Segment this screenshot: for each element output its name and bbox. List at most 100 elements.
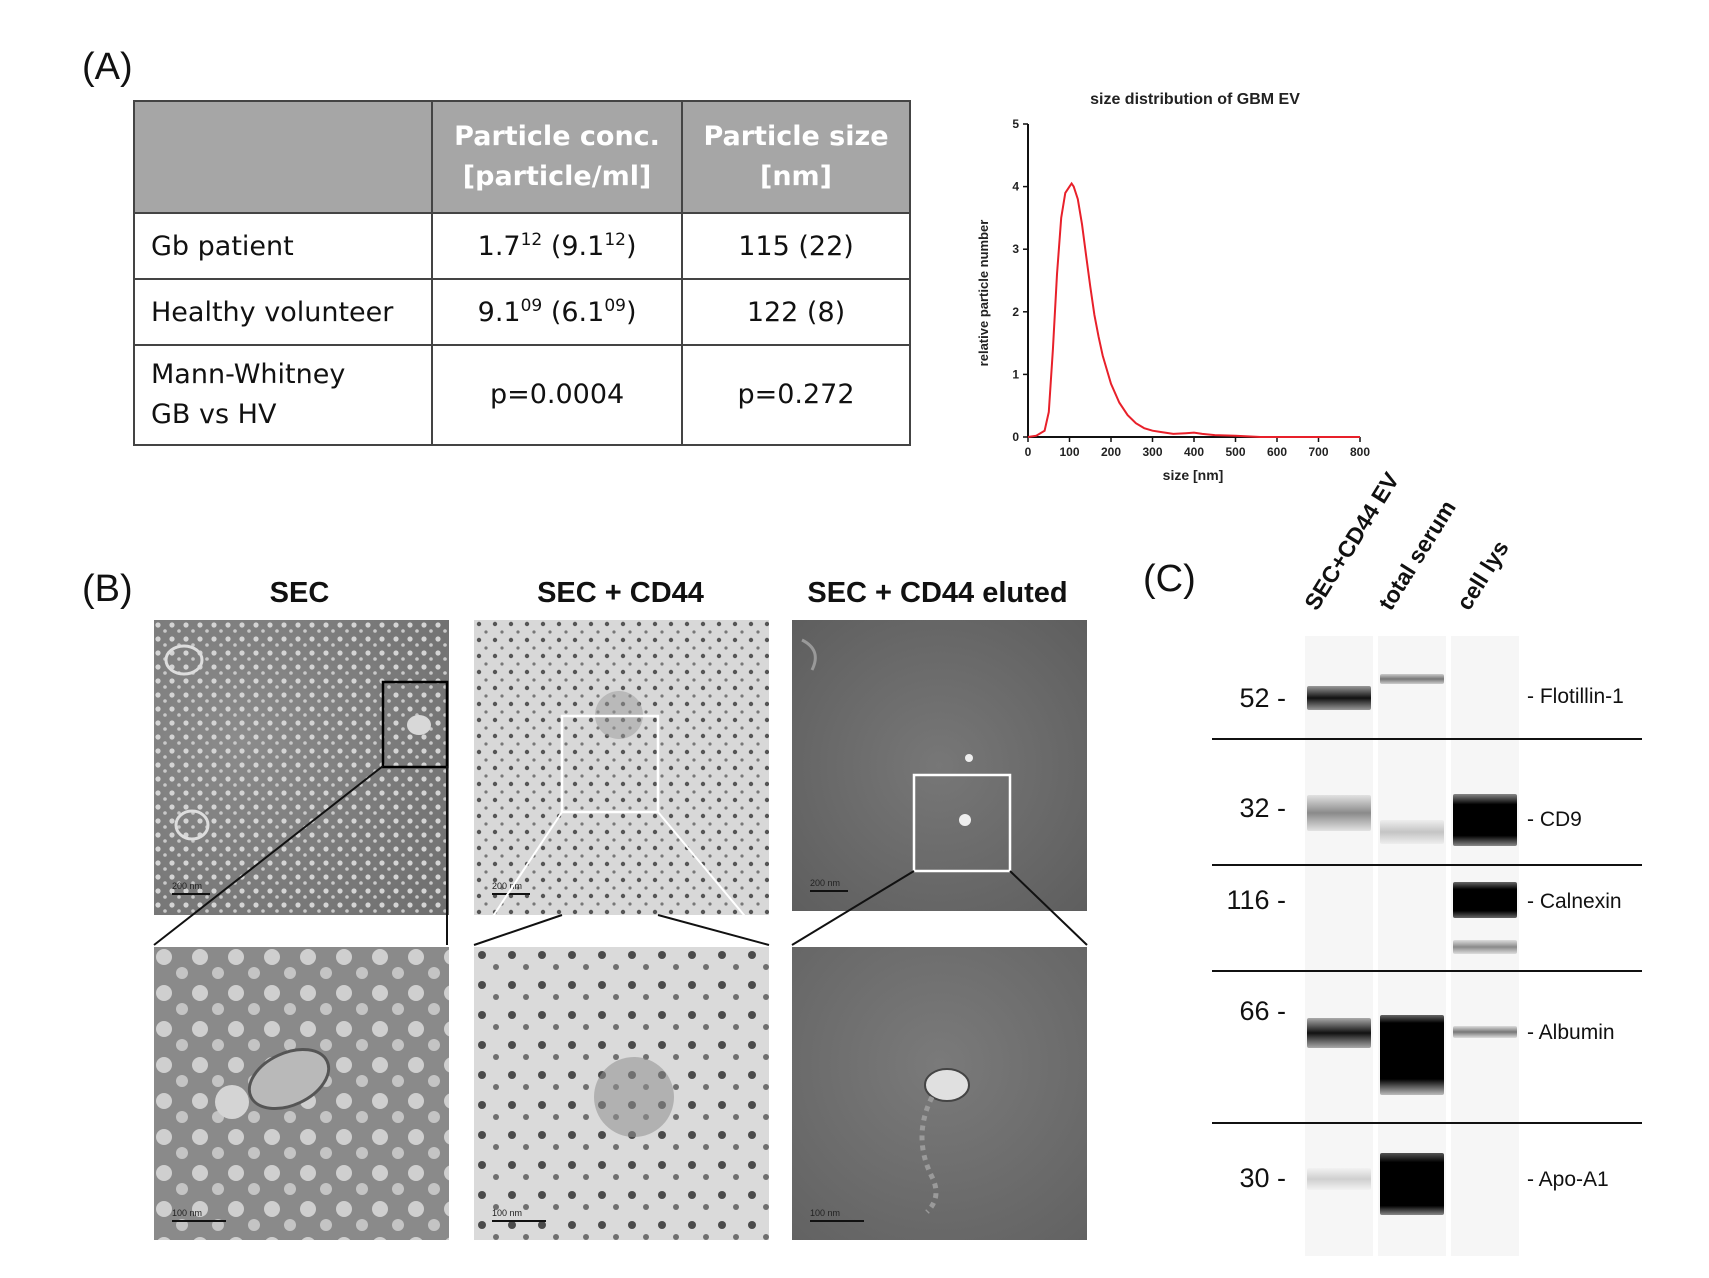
- chart-title: size distribution of GBM EV: [1090, 91, 1300, 108]
- band-albumin-ev: [1307, 1018, 1371, 1048]
- tem-title-sec-cd44-eluted: SEC + CD44 eluted: [807, 577, 1068, 609]
- x-tick-label: 500: [1225, 445, 1245, 459]
- blot-separator: [1212, 1122, 1642, 1124]
- tem-eluted-overview-particles: [801, 638, 1012, 873]
- scale-bar: [810, 1220, 864, 1222]
- table-header-size: Particle size [nm]: [681, 100, 911, 214]
- size-distribution-chart: size distribution of GBM EV relative par…: [976, 91, 1370, 483]
- table-header-conc: Particle conc. [particle/ml]: [431, 100, 684, 214]
- band-apoa1-ev: [1307, 1168, 1371, 1190]
- particle-table: Particle conc. [particle/ml] Particle si…: [132, 100, 911, 446]
- protein-label: - CD9: [1527, 808, 1582, 831]
- x-tick-label: 800: [1350, 445, 1370, 459]
- conc-paren-exp: 09: [604, 296, 626, 316]
- lane-label-lysate: cell lys: [1451, 535, 1514, 615]
- scale-label: 100 nm: [172, 1208, 203, 1218]
- scale-label: 200 nm: [172, 881, 203, 891]
- blot-separator: [1212, 738, 1642, 740]
- test-line1: Mann-Whitney: [151, 359, 346, 390]
- protein-label: - Apo-A1: [1527, 1168, 1609, 1191]
- scale-bar: [172, 1220, 226, 1222]
- panel-label-b: (B): [82, 568, 133, 610]
- x-tick-label: 300: [1142, 445, 1162, 459]
- scale-label: 200 nm: [810, 878, 841, 888]
- lane-label-serum: total serum: [1373, 495, 1461, 615]
- header-conc-line1: Particle conc.: [454, 121, 660, 152]
- mw-marker: 32 -: [1239, 793, 1286, 823]
- tem-sec-cd44-zoom-particles: [474, 947, 769, 1240]
- mw-marker: 30 -: [1239, 1163, 1286, 1193]
- tem-sec-cd44-eluted-zoom: 100 nm: [792, 947, 1087, 1240]
- y-tick-label: 4: [1012, 180, 1019, 194]
- cell-conc-p: p=0.0004: [431, 344, 684, 446]
- table-row: Mann-Whitney GB vs HV p=0.0004 p=0.272: [132, 344, 911, 446]
- tem-title-sec: SEC: [269, 577, 330, 609]
- scale-label: 100 nm: [810, 1208, 841, 1218]
- conc-paren-base: 6.1: [561, 297, 605, 328]
- cell-conc-hv: 9.109 (6.109): [431, 278, 684, 346]
- tem-title-sec-cd44: SEC + CD44: [537, 577, 704, 609]
- tem-sec-zoom: 100 nm: [154, 947, 449, 1240]
- x-tick-label: 100: [1059, 445, 1079, 459]
- scale-bar: [492, 893, 530, 895]
- scale-label: 100 nm: [492, 1208, 523, 1218]
- cell-size-p: p=0.272: [681, 344, 911, 446]
- header-size-line1: Particle size: [703, 121, 889, 152]
- header-conc-line2: [particle/ml]: [462, 161, 652, 192]
- scale-bar: [172, 893, 210, 895]
- cell-size-hv: 122 (8): [681, 278, 911, 346]
- band-calnexin-lysate-lower: [1453, 940, 1517, 954]
- y-tick-label: 5: [1012, 117, 1019, 131]
- protein-label: - Albumin: [1527, 1021, 1615, 1044]
- y-tick-label: 2: [1012, 305, 1019, 319]
- panel-label-c: (C): [1143, 558, 1196, 600]
- x-tick-label: 700: [1308, 445, 1328, 459]
- conc-base: 1.7: [477, 231, 521, 262]
- header-size-line2: [nm]: [759, 161, 833, 192]
- protein-label: - Flotillin-1: [1527, 685, 1624, 708]
- cell-size-gb: 115 (22): [681, 212, 911, 280]
- y-tick-label: 1: [1012, 367, 1019, 381]
- tem-sec-zoom-particles: [154, 947, 449, 1240]
- conc-paren-exp: 12: [604, 230, 626, 250]
- row-label-test: Mann-Whitney GB vs HV: [132, 344, 434, 446]
- band-cd9-lysate: [1453, 794, 1517, 846]
- table-header-empty: [132, 100, 434, 214]
- band-apoa1-serum: [1380, 1153, 1444, 1215]
- chart-ylabel: relative particle number: [976, 220, 991, 367]
- scale-bar: [492, 1220, 546, 1222]
- cell-conc-gb: 1.712 (9.112): [431, 212, 684, 280]
- x-tick-label: 600: [1267, 445, 1287, 459]
- lane-ev: [1305, 636, 1373, 1256]
- tem-sec-overview-particles: [154, 620, 449, 915]
- tem-sec-overview: 200 nm: [154, 620, 449, 915]
- row-label-gb: Gb patient: [132, 212, 434, 280]
- conc-base: 9.1: [477, 297, 521, 328]
- tem-eluted-zoom-particles: [919, 1068, 970, 1214]
- mw-marker: 116 -: [1226, 885, 1286, 915]
- band-cd9-serum: [1380, 820, 1444, 844]
- band-flotillin-ev: [1307, 686, 1371, 710]
- x-tick-label: 200: [1101, 445, 1121, 459]
- row-label-hv: Healthy volunteer: [132, 278, 434, 346]
- blot-separator: [1212, 970, 1642, 972]
- x-tick-label: 0: [1025, 445, 1032, 459]
- table-header-row: Particle conc. [particle/ml] Particle si…: [132, 100, 911, 214]
- conc-paren-base: 9.1: [561, 231, 605, 262]
- table-row: Gb patient 1.712 (9.112) 115 (22): [132, 212, 911, 280]
- band-albumin-lysate: [1453, 1026, 1517, 1038]
- conc-exp: 12: [520, 230, 543, 250]
- mw-marker: 66 -: [1239, 996, 1286, 1026]
- y-tick-label: 0: [1012, 430, 1019, 444]
- tem-sec-cd44-zoom: 100 nm: [474, 947, 769, 1240]
- test-line2: GB vs HV: [151, 399, 277, 430]
- scale-label: 200 nm: [492, 881, 523, 891]
- band-cd9-ev: [1307, 795, 1371, 831]
- conc-exp: 09: [520, 296, 543, 316]
- tem-sec-cd44-overview-particles: [474, 620, 769, 915]
- protein-label: - Calnexin: [1527, 890, 1622, 913]
- scale-bar: [810, 890, 848, 892]
- chart-xlabel: size [nm]: [1163, 467, 1224, 483]
- x-tick-label: 400: [1184, 445, 1204, 459]
- panel-label-a: (A): [82, 46, 133, 88]
